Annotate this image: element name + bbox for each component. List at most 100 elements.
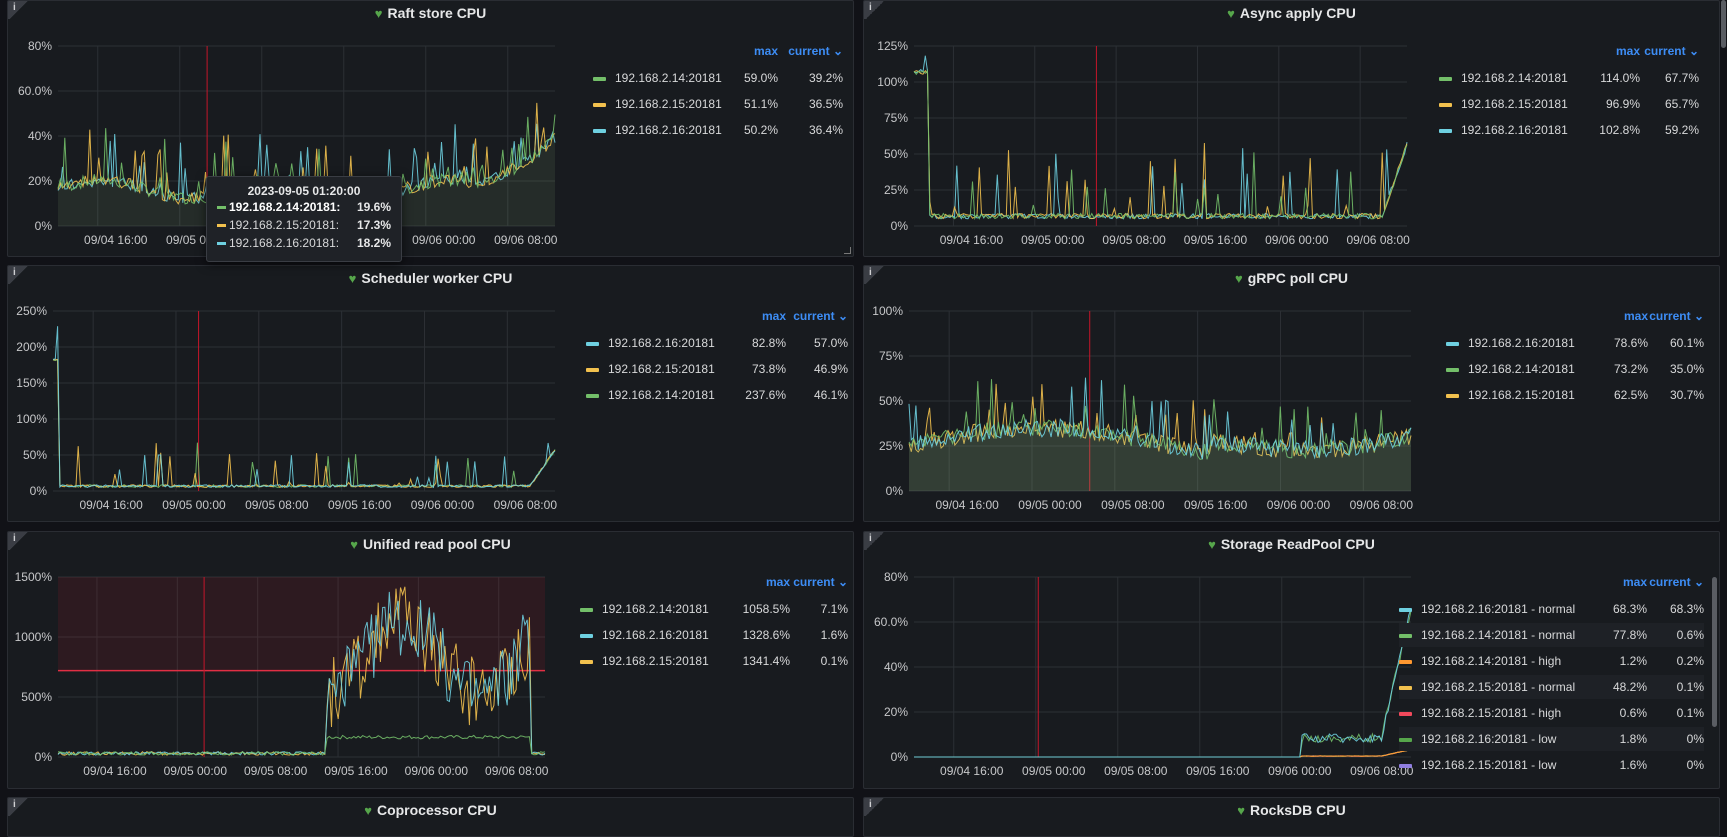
legend-sort-max[interactable]: max [761, 309, 786, 323]
panel-title[interactable]: ♥ Raft store CPU [8, 5, 853, 21]
legend-row[interactable]: 192.168.2.14:20181 73.2% 35.0% [1446, 357, 1704, 381]
resize-handle[interactable] [844, 247, 851, 254]
legend-swatch[interactable] [1446, 367, 1459, 372]
legend-sort-current[interactable]: current ⌄ [793, 575, 848, 589]
panel-title[interactable]: ♥ Storage ReadPool CPU [864, 536, 1719, 552]
legend-row[interactable]: 192.168.2.16:20181 78.6% 60.1% [1446, 331, 1704, 355]
legend-row[interactable]: 192.168.2.14:20181 - high 1.2% 0.2% [1399, 649, 1704, 673]
info-icon[interactable]: i [864, 1, 886, 19]
legend-row[interactable]: 192.168.2.15:20181 - low 1.6% 0% [1399, 753, 1704, 777]
legend-series-name: 192.168.2.14:20181 [608, 388, 715, 402]
legend-row[interactable]: 192.168.2.15:20181 1341.4% 0.1% [580, 649, 848, 673]
info-icon[interactable]: i [864, 532, 886, 550]
panel-scheduler-worker-cpu[interactable]: i ♥ Scheduler worker CPU 250% 200% 150% 100% 50… [7, 265, 854, 522]
legend-sort-max[interactable]: max [1615, 44, 1640, 58]
legend-series-name: 192.168.2.15:20181 [1461, 97, 1568, 111]
legend-swatch[interactable] [1399, 737, 1412, 742]
legend-swatch[interactable] [1399, 763, 1412, 768]
legend-swatch[interactable] [1439, 102, 1452, 107]
legend-swatch[interactable] [586, 367, 599, 372]
legend-row[interactable]: 192.168.2.16:20181 - low 1.8% 0% [1399, 727, 1704, 751]
panel-title[interactable]: ♥ Unified read pool CPU [8, 536, 853, 552]
chart-area[interactable]: 100% 75% 50% 25% 0% 09/04 16:00 09/05 00:00 09/… [872, 304, 1413, 516]
panel-raft-store-cpu[interactable]: i ♥ Raft store CPU 80% 60.0% 40% 20% 0% 09/04 16… [7, 0, 854, 257]
info-icon[interactable]: i [864, 798, 886, 816]
legend-swatch[interactable] [1399, 685, 1412, 690]
legend-row[interactable]: 192.168.2.15:20181 - normal 48.2% 0.1% [1399, 675, 1704, 699]
legend-swatch[interactable] [1399, 711, 1412, 716]
legend-sort-current[interactable]: current ⌄ [793, 309, 848, 323]
legend-row[interactable]: 192.168.2.14:20181 59.0% 39.2% [593, 66, 843, 90]
legend-swatch[interactable] [580, 659, 593, 664]
panel-title[interactable]: ♥ Scheduler worker CPU [8, 270, 853, 286]
legend-swatch[interactable] [593, 102, 606, 107]
chart-area[interactable]: 80% 60.0% 40% 20% 0% 09/04 16:00 09/05 00:00 09… [18, 39, 558, 251]
legend-swatch[interactable] [1439, 76, 1452, 81]
legend-swatch[interactable] [1446, 393, 1459, 398]
legend-swatch[interactable] [1446, 341, 1459, 346]
legend-row[interactable]: 192.168.2.16:20181 - normal 68.3% 68.3% [1399, 597, 1704, 621]
chart-area[interactable]: 250% 200% 150% 100% 50% 0% 09/04 16:00 09/05 00… [16, 304, 557, 516]
legend-scrollbar[interactable] [1712, 577, 1717, 727]
legend-swatch[interactable] [1439, 128, 1452, 133]
legend-sort-max[interactable]: max [765, 575, 790, 589]
panel-title[interactable]: ♥ Async apply CPU [864, 5, 1719, 21]
y-tick-label: 20% [884, 705, 908, 719]
panel-unified-read-pool-cpu[interactable]: i ♥ Unified read pool CPU 1500% 1000% 500% 0% 0… [7, 531, 854, 789]
chart-area[interactable]: 1500% 1000% 500% 0% 09/04 16:00 09/05 00:00 09… [15, 570, 549, 782]
legend-swatch[interactable] [580, 607, 593, 612]
tooltip-swatch [217, 206, 226, 209]
legend-sort-current-label: current [1644, 44, 1689, 58]
info-icon[interactable]: i [8, 1, 30, 19]
legend-sort-current[interactable]: current ⌄ [788, 44, 843, 58]
legend-row[interactable]: 192.168.2.14:20181 1058.5% 7.1% [580, 597, 848, 621]
panel-title[interactable]: ♥ Coprocessor CPU [8, 802, 853, 818]
panel-grpc-poll-cpu[interactable]: i ♥ gRPC poll CPU 100% 75% 50% 25% 0% 09/04 16:0… [863, 265, 1720, 522]
legend-swatch[interactable] [593, 76, 606, 81]
legend: max current ⌄ 192.168.2.14:20181 114.0% 67.7… [1439, 44, 1699, 146]
chart-area[interactable]: 125% 100% 75% 50% 25% 0% 09/04 16:00 09/05 00:0… [877, 39, 1410, 251]
panel-coprocessor-cpu[interactable]: i ♥ Coprocessor CPU [7, 797, 854, 837]
legend-row[interactable]: 192.168.2.16:20181 50.2% 36.4% [593, 118, 843, 142]
legend-swatch[interactable] [580, 633, 593, 638]
legend-row[interactable]: 192.168.2.15:20181 73.8% 46.9% [586, 357, 848, 381]
y-tick-label: 50% [884, 147, 908, 161]
legend-row[interactable]: 192.168.2.14:20181 114.0% 67.7% [1439, 66, 1699, 90]
legend-swatch[interactable] [1399, 633, 1412, 638]
chart-area[interactable]: 80% 60.0% 40% 20% 0% 09/04 16:00 09/05 00:00 09… [874, 570, 1414, 782]
legend-swatch[interactable] [1399, 607, 1412, 612]
legend-sort-current[interactable]: current ⌄ [1649, 575, 1704, 589]
legend-row[interactable]: 192.168.2.14:20181 237.6% 46.1% [586, 383, 848, 407]
legend-row[interactable]: 192.168.2.16:20181 102.8% 59.2% [1439, 118, 1699, 142]
legend-max-value: 59.0% [743, 71, 778, 85]
legend-swatch[interactable] [586, 393, 599, 398]
legend-row[interactable]: 192.168.2.15:20181 96.9% 65.7% [1439, 92, 1699, 116]
panel-title[interactable]: ♥ gRPC poll CPU [864, 270, 1719, 286]
legend-sort-current[interactable]: current ⌄ [1649, 309, 1704, 323]
legend-sort-current[interactable]: current ⌄ [1644, 44, 1699, 58]
legend-row[interactable]: 192.168.2.16:20181 1328.6% 1.6% [580, 623, 848, 647]
tooltip-swatch [217, 242, 226, 245]
legend-row[interactable]: 192.168.2.15:20181 - high 0.6% 0.1% [1399, 701, 1704, 725]
legend-swatch[interactable] [1399, 659, 1412, 664]
panel-async-apply-cpu[interactable]: i ♥ Async apply CPU 125% 100% 75% 50% 25% 0% 09/0… [863, 0, 1720, 257]
panel-rocksdb-cpu[interactable]: i ♥ RocksDB CPU [863, 797, 1720, 837]
legend-sort-max[interactable]: max [1622, 575, 1647, 589]
info-icon[interactable]: i [8, 532, 30, 550]
panel-title[interactable]: ♥ RocksDB CPU [864, 802, 1719, 818]
info-icon[interactable]: i [8, 266, 30, 284]
legend-row[interactable]: 192.168.2.15:20181 51.1% 36.5% [593, 92, 843, 116]
legend-sort-max[interactable]: max [1623, 309, 1648, 323]
legend-row[interactable]: 192.168.2.14:20181 - normal 77.8% 0.6% [1399, 623, 1704, 647]
page-scrollbar[interactable] [1721, 0, 1726, 48]
panel-storage-readpool-cpu[interactable]: i ♥ Storage ReadPool CPU 80% 60.0% 40% 20% 0% 09… [863, 531, 1720, 789]
info-icon[interactable]: i [8, 798, 30, 816]
legend-swatch[interactable] [593, 128, 606, 133]
legend-sort-max[interactable]: max [753, 44, 778, 58]
legend-swatch[interactable] [586, 341, 599, 346]
legend-row[interactable]: 192.168.2.15:20181 62.5% 30.7% [1446, 383, 1704, 407]
legend-row[interactable]: 192.168.2.16:20181 82.8% 57.0% [586, 331, 848, 355]
info-icon[interactable]: i [864, 266, 886, 284]
x-tick-label: 09/05 08:00 [245, 498, 309, 512]
legend-current-value: 39.2% [808, 71, 843, 85]
